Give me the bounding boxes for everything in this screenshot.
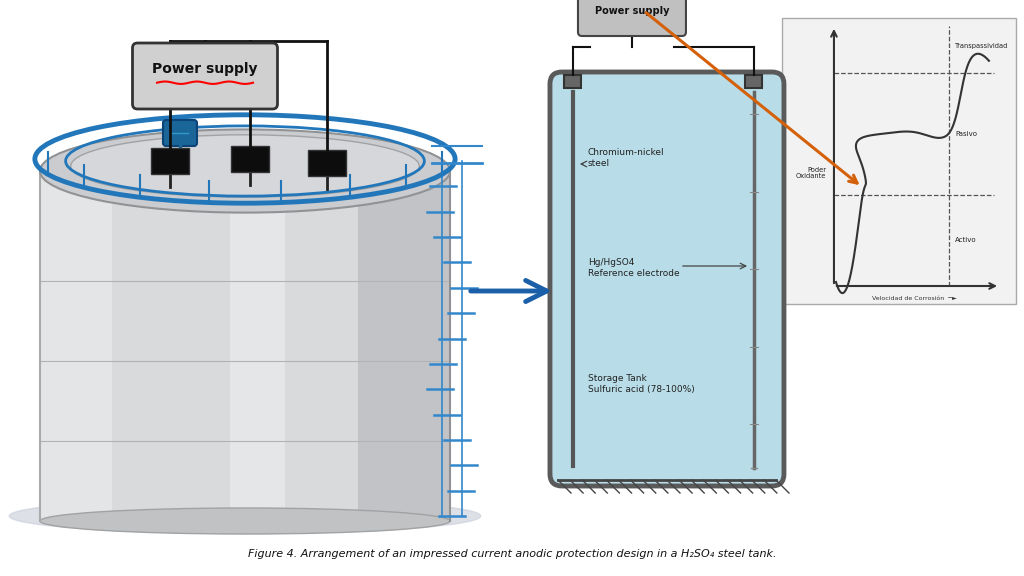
FancyBboxPatch shape	[132, 43, 278, 109]
Ellipse shape	[40, 130, 450, 213]
Text: Transpassividad: Transpassividad	[955, 43, 1009, 50]
FancyBboxPatch shape	[40, 171, 450, 521]
Text: Chromium-nickel
steel: Chromium-nickel steel	[588, 148, 665, 168]
FancyBboxPatch shape	[357, 171, 450, 521]
FancyBboxPatch shape	[40, 171, 112, 521]
FancyBboxPatch shape	[308, 150, 346, 176]
Ellipse shape	[9, 498, 480, 533]
FancyBboxPatch shape	[578, 0, 686, 36]
Ellipse shape	[175, 153, 185, 159]
Ellipse shape	[40, 508, 450, 534]
FancyBboxPatch shape	[564, 75, 582, 88]
FancyBboxPatch shape	[745, 75, 763, 88]
FancyBboxPatch shape	[163, 120, 197, 146]
FancyBboxPatch shape	[231, 146, 269, 172]
FancyBboxPatch shape	[151, 148, 189, 174]
Text: Power supply: Power supply	[595, 6, 670, 16]
FancyBboxPatch shape	[782, 18, 1016, 304]
Text: Figure 4. Arrangement of an impressed current anodic protection design in a H₂SO: Figure 4. Arrangement of an impressed cu…	[248, 549, 776, 559]
Text: Hg/HgSO4
Reference electrode: Hg/HgSO4 Reference electrode	[588, 258, 680, 278]
Text: Poder
Oxidante: Poder Oxidante	[796, 166, 826, 180]
Text: Power supply: Power supply	[153, 62, 258, 76]
Text: Pasivo: Pasivo	[955, 131, 977, 137]
FancyBboxPatch shape	[550, 72, 784, 486]
Text: Activo: Activo	[955, 237, 977, 244]
FancyBboxPatch shape	[230, 171, 285, 521]
Text: Storage Tank
Sulfuric acid (78-100%): Storage Tank Sulfuric acid (78-100%)	[588, 374, 694, 394]
Ellipse shape	[71, 135, 419, 197]
Text: Velocidad de Corrosión  ─►: Velocidad de Corrosión ─►	[871, 296, 956, 301]
